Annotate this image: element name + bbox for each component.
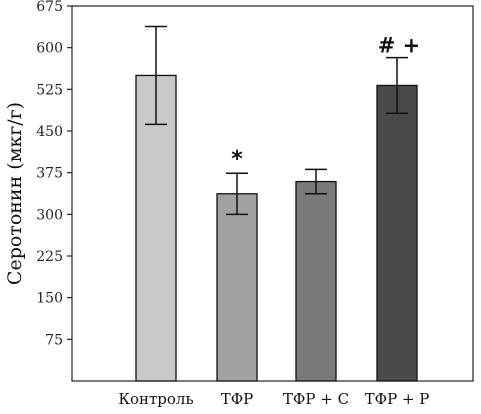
annotation-4: # + xyxy=(378,34,421,58)
y-tick-label: 525 xyxy=(36,82,63,98)
y-tick-label: 675 xyxy=(36,0,63,15)
bar-3 xyxy=(295,180,337,382)
category-label-1: Контроль xyxy=(118,390,193,408)
y-tick-label: 150 xyxy=(36,291,63,307)
error-bar-4 xyxy=(386,56,408,114)
annotation-2: * xyxy=(231,147,243,172)
category-label-4: ТФР + Р xyxy=(365,390,430,408)
y-axis-label: Серотонин (мкг/г) xyxy=(4,102,26,285)
y-tick-label: 375 xyxy=(36,166,63,182)
y-tick-label: 450 xyxy=(36,124,63,140)
y-tick-label: 225 xyxy=(36,249,63,265)
bars xyxy=(135,74,418,382)
y-axis-ticks: 75 150 225 300 375 450 525 600 675 xyxy=(36,0,72,348)
error-bars xyxy=(145,25,408,216)
error-bar-1 xyxy=(145,25,167,126)
bar-1 xyxy=(135,74,177,382)
error-bar-3 xyxy=(305,168,327,195)
significance-annotations: * # + xyxy=(231,34,420,173)
y-tick-label: 600 xyxy=(36,41,63,57)
bar-2 xyxy=(216,193,258,382)
x-axis-categories: Контроль ТФР ТФР + С ТФР + Р xyxy=(118,390,429,408)
category-label-3: ТФР + С xyxy=(283,390,349,408)
y-tick-label: 75 xyxy=(45,332,63,348)
bar-4 xyxy=(376,84,418,382)
y-tick-label: 300 xyxy=(36,207,63,223)
category-label-2: ТФР xyxy=(221,390,254,408)
error-bar-2 xyxy=(226,172,248,216)
plot-frame xyxy=(71,5,474,382)
